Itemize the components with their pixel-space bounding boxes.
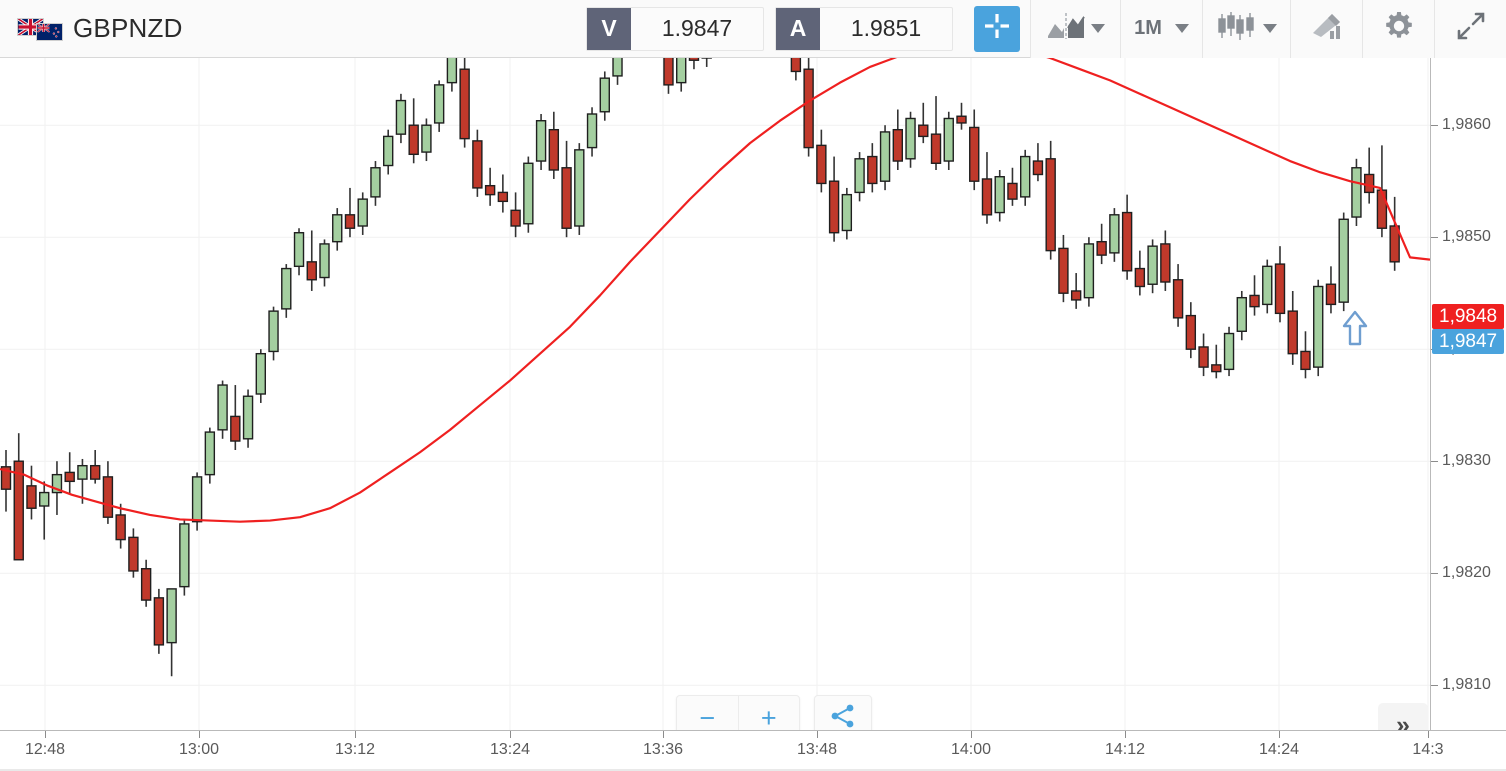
time-tick	[663, 731, 664, 738]
compare-chart-icon	[1047, 12, 1085, 45]
price-tick-label: 1,9820	[1442, 564, 1491, 582]
last-price-badge: 1,9847	[1432, 329, 1505, 355]
status-bar	[0, 769, 1506, 771]
arrow-up-icon	[1342, 310, 1368, 346]
time-tick-label: 13:36	[642, 741, 684, 758]
flag-nz-icon	[36, 22, 63, 41]
time-tick	[1125, 731, 1126, 738]
time-tick-label: 13:00	[178, 741, 220, 758]
price-tick	[1431, 573, 1438, 575]
timeframe-label: 1M	[1134, 17, 1162, 39]
time-tick-label: 13:12	[334, 741, 376, 758]
time-tick	[817, 731, 818, 738]
ask-tag: A	[776, 7, 820, 50]
time-tick	[355, 731, 356, 738]
time-tick-label: 14:12	[1104, 741, 1146, 758]
zoom-out-button[interactable]: −	[699, 702, 716, 733]
ask-value: 1.9851	[850, 15, 922, 41]
price-tick	[1431, 461, 1438, 463]
candlestick-icon	[1217, 11, 1257, 46]
gear-icon	[1384, 11, 1414, 46]
time-tick	[510, 731, 511, 738]
chart-type-chevron-down-icon	[1262, 24, 1277, 33]
price-tick-label: 1,9850	[1442, 228, 1491, 246]
time-tick-label: 12:48	[24, 741, 66, 758]
time-axis[interactable]: 12:48 13:00 13:12 13:24 13:36 13:48 14:00 14:12…	[0, 730, 1506, 771]
time-tick	[971, 731, 972, 738]
zoom-divider	[737, 696, 739, 740]
time-tick-label: 14:24	[1258, 741, 1300, 758]
indicator-pencil-icon	[1310, 11, 1344, 46]
quote-group: V 1.9847 A 1.9851	[586, 0, 964, 58]
compare-chart-button[interactable]	[1030, 0, 1120, 58]
crosshair-icon	[982, 11, 1012, 46]
chart-header-toolbar: GBPNZD V 1.9847 A 1.9851	[0, 0, 1506, 58]
price-tick	[1431, 237, 1438, 239]
symbol-name: GBPNZD	[73, 13, 183, 43]
indicator-button[interactable]	[1290, 0, 1362, 58]
share-icon	[830, 703, 856, 734]
time-tick	[1279, 731, 1280, 738]
time-tick-label: 13:24	[489, 741, 531, 758]
chart-type-button[interactable]	[1202, 0, 1290, 58]
time-tick-label: 14:3	[1412, 741, 1444, 758]
price-tick-label: 1,9860	[1442, 116, 1491, 134]
fullscreen-button[interactable]	[1434, 0, 1506, 58]
ma-price-badge: 1,9848	[1432, 304, 1505, 330]
crosshair-button[interactable]	[974, 5, 1020, 52]
time-tick	[45, 731, 46, 738]
price-tick-label: 1,9810	[1442, 676, 1491, 694]
symbol-block[interactable]: GBPNZD	[0, 13, 183, 44]
bid-quote[interactable]: V 1.9847	[586, 6, 764, 51]
zoom-in-button[interactable]: +	[760, 702, 777, 733]
time-tick	[199, 731, 200, 738]
price-tick	[1431, 685, 1438, 687]
price-tick-label: 1,9830	[1442, 452, 1491, 470]
compare-chevron-down-icon	[1090, 24, 1105, 33]
expand-icon	[1456, 11, 1486, 46]
bid-tag: V	[587, 7, 631, 50]
time-tick-label: 13:48	[796, 741, 838, 758]
time-tick-label: 14:00	[950, 741, 992, 758]
candlestick-series	[0, 58, 1430, 730]
bid-value: 1.9847	[661, 15, 733, 41]
symbol-flags	[17, 16, 65, 42]
timeframe-chevron-down-icon	[1174, 24, 1189, 33]
time-tick	[1428, 731, 1429, 738]
price-tick	[1431, 125, 1438, 127]
timeframe-button[interactable]: 1M	[1120, 0, 1202, 58]
chart-plot-area[interactable]	[0, 58, 1430, 730]
settings-button[interactable]	[1362, 0, 1434, 58]
ask-quote[interactable]: A 1.9851	[775, 6, 953, 51]
